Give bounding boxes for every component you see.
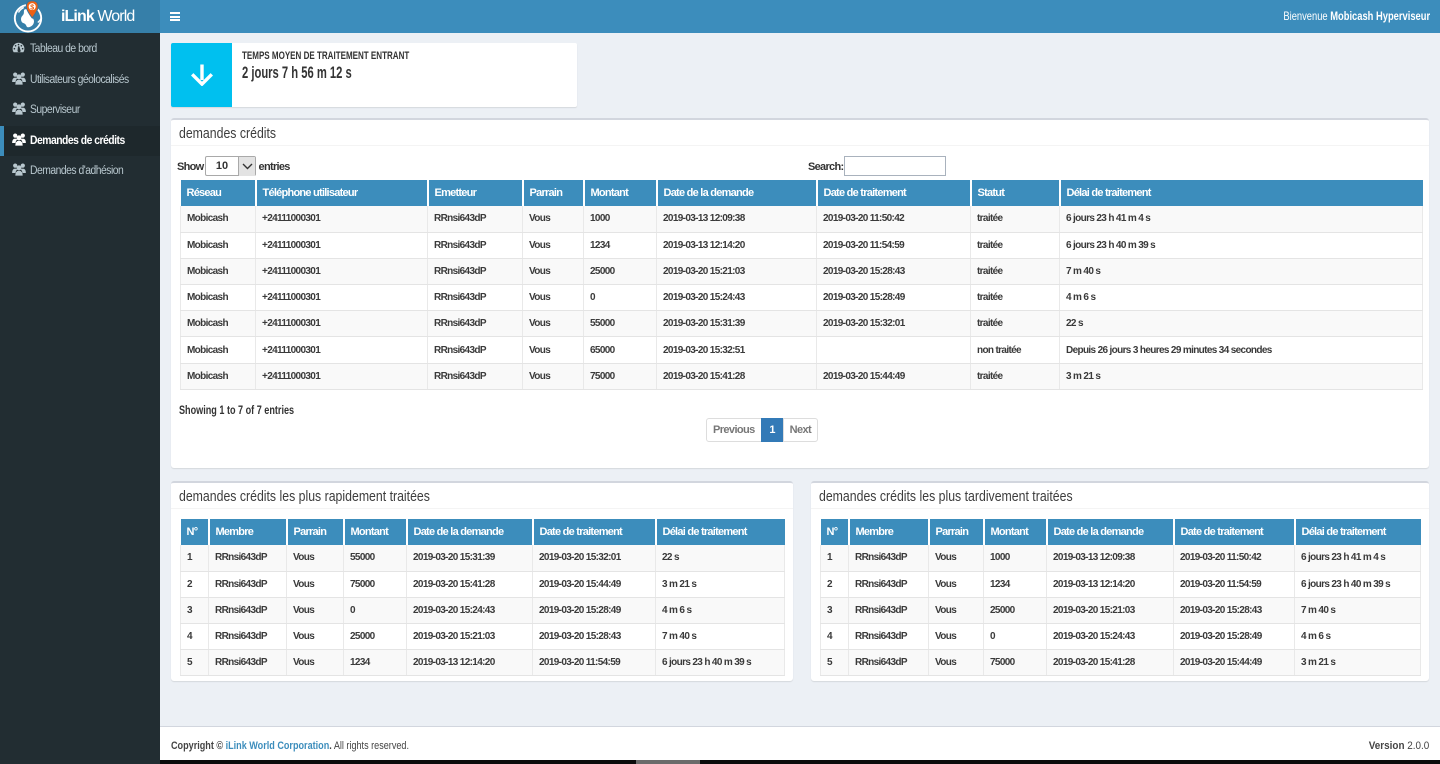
svg-text:$: $ bbox=[30, 4, 34, 11]
